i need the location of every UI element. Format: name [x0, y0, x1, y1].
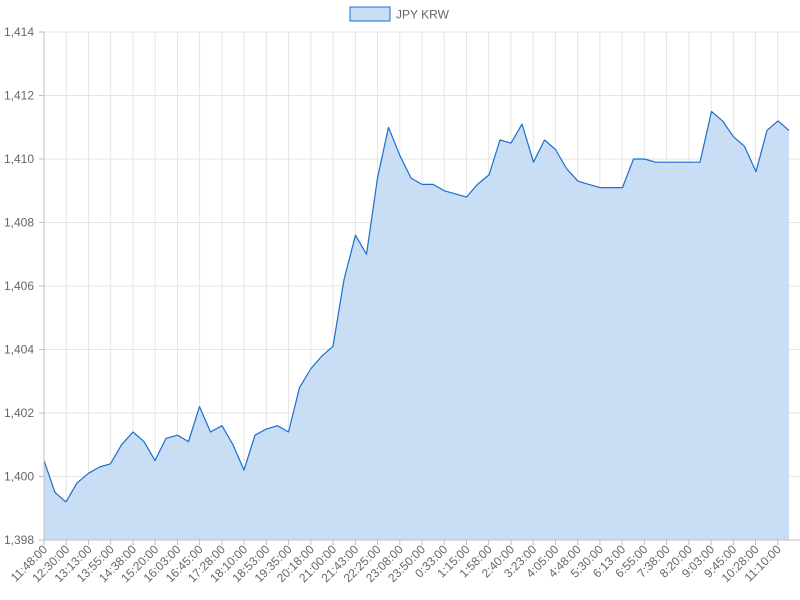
y-axis-ticks: 1,398 1,400 1,402 1,404 1,406 1,408 1,410 1,412… — [4, 25, 34, 547]
x-axis-ticks: 11:48:0012:30:0013:13:0013:55:0014:38:00… — [8, 542, 784, 585]
y-tick-label: 1,398 — [4, 533, 34, 547]
y-tick-label: 1,406 — [4, 279, 34, 293]
legend-swatch[interactable] — [349, 6, 391, 22]
y-tick-label: 1,408 — [4, 216, 34, 230]
y-tick-label: 1,410 — [4, 152, 34, 166]
series-area-fill — [44, 111, 789, 541]
area-layer — [43, 110, 790, 541]
y-tick-label: 1,414 — [4, 25, 34, 39]
legend-label[interactable]: JPY KRW — [396, 8, 450, 22]
y-tick-label: 1,412 — [4, 89, 34, 103]
y-tick-label: 1,402 — [4, 406, 34, 420]
axis-layer — [43, 32, 800, 541]
y-tick-label: 1,404 — [4, 343, 34, 357]
y-tick-label: 1,400 — [4, 470, 34, 484]
series-line[interactable] — [43, 110, 790, 503]
legend[interactable]: JPY KRW — [349, 6, 450, 22]
